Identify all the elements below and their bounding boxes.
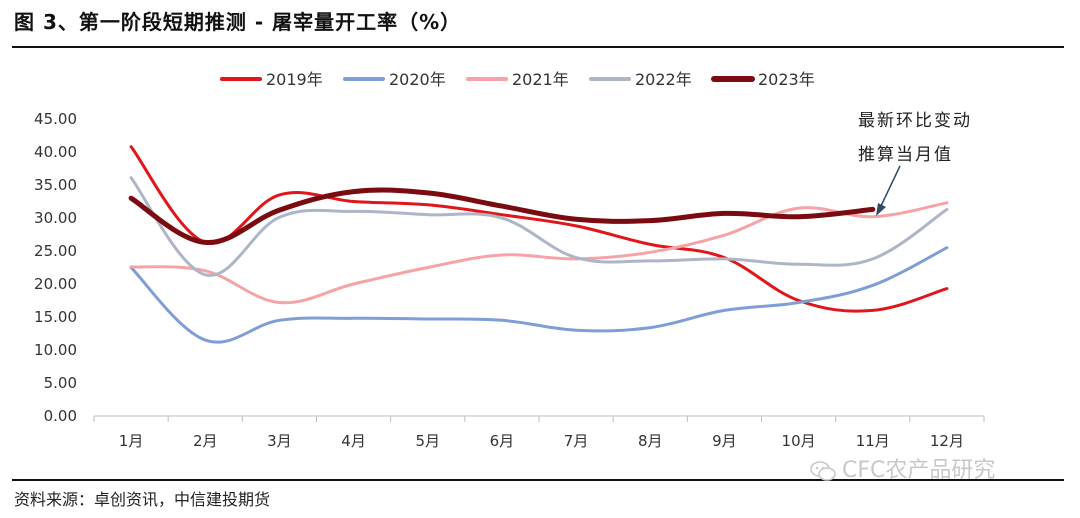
series-line-2022年 [129, 176, 949, 277]
legend: 2019年 2020年 2021年 2022年 2023年 [220, 70, 815, 89]
legend-label: 2023年 [758, 70, 815, 89]
x-tick-label: 5月 [415, 432, 440, 450]
series-line-2019年 [129, 145, 949, 313]
legend-label: 2021年 [512, 70, 569, 89]
watermark: CFC农产品研究 [810, 452, 995, 484]
y-tick-label: 35.00 [34, 176, 77, 194]
series-line-2020年 [129, 246, 949, 344]
top-rule [12, 46, 1064, 48]
x-tick-label: 10月 [782, 432, 816, 450]
y-tick-label: 15.00 [34, 308, 77, 326]
bottom-rule [12, 479, 1064, 481]
y-tick-label: 30.00 [34, 209, 77, 227]
axis-layer: 0.00 5.00 10.00 15.00 20.00 25.00 30.00 35.00 40… [34, 110, 985, 450]
y-tick-label: 45.00 [34, 110, 77, 128]
y-tick-label: 40.00 [34, 143, 77, 161]
x-tick-label: 6月 [490, 432, 515, 450]
y-tick-label: 10.00 [34, 341, 77, 359]
x-tick-label: 7月 [564, 432, 589, 450]
x-tick-label: 2月 [193, 432, 218, 450]
chart-title: 图 3、第一阶段短期推测 - 屠宰量开工率（%） [14, 10, 462, 34]
x-tick-label: 9月 [712, 432, 737, 450]
series-layer [128, 145, 949, 344]
series-line-2023年 [128, 187, 876, 245]
x-tick-label: 3月 [267, 432, 292, 450]
wechat-icon [810, 461, 836, 481]
legend-label: 2020年 [389, 70, 446, 89]
annotation-line-2: 推算当月值 [858, 145, 953, 165]
series-line-2021年 [129, 201, 949, 305]
y-tick-label: 5.00 [44, 374, 77, 392]
watermark-text: CFC农产品研究 [842, 458, 996, 483]
x-tick-label: 4月 [341, 432, 366, 450]
source-note: 资料来源：卓创资讯，中信建投期货 [14, 490, 271, 509]
y-tick-label: 20.00 [34, 275, 77, 293]
y-tick-label: 0.00 [44, 407, 77, 425]
x-tick-label: 12月 [930, 432, 964, 450]
x-tick-label: 8月 [638, 432, 663, 450]
x-tick-label: 11月 [856, 432, 890, 450]
legend-label: 2019年 [266, 70, 323, 89]
annotation-arrow [876, 165, 901, 216]
x-tick-label: 1月 [119, 432, 144, 450]
annotation-line-1: 最新环比变动 [858, 111, 972, 131]
y-tick-label: 25.00 [34, 242, 77, 260]
legend-label: 2022年 [635, 70, 692, 89]
